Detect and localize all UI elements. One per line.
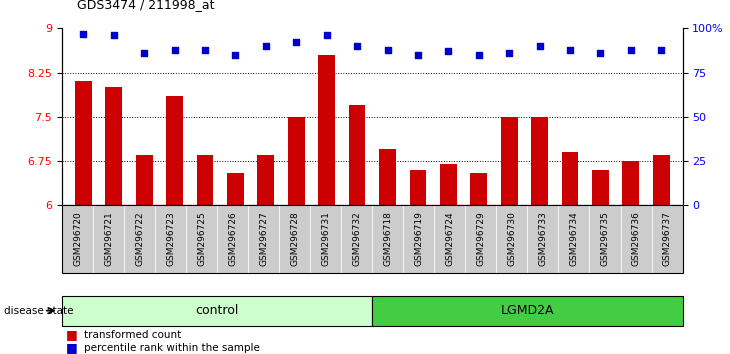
Bar [410, 170, 426, 205]
Bar [258, 155, 274, 205]
Point [199, 47, 211, 52]
Text: GSM296727: GSM296727 [259, 212, 268, 266]
Bar [227, 173, 244, 205]
Point [108, 33, 120, 38]
Point [564, 47, 576, 52]
Point [412, 52, 424, 58]
Text: ■: ■ [66, 341, 77, 354]
Text: GSM296723: GSM296723 [166, 212, 175, 266]
Bar [653, 155, 669, 205]
Text: GSM296733: GSM296733 [539, 211, 548, 267]
Text: GSM296718: GSM296718 [383, 211, 392, 267]
Bar [379, 149, 396, 205]
Point [382, 47, 393, 52]
Text: GSM296722: GSM296722 [135, 212, 144, 266]
Point [77, 31, 89, 36]
Text: control: control [196, 304, 239, 317]
Text: GDS3474 / 211998_at: GDS3474 / 211998_at [77, 0, 214, 11]
Text: GSM296735: GSM296735 [601, 211, 610, 267]
Point [534, 43, 545, 49]
Point [260, 43, 272, 49]
Text: GSM296737: GSM296737 [663, 211, 672, 267]
Bar [105, 87, 122, 205]
Text: ■: ■ [66, 328, 77, 341]
Bar [561, 152, 578, 205]
Text: GSM296721: GSM296721 [104, 212, 113, 266]
Bar [196, 155, 213, 205]
Point [625, 47, 637, 52]
Text: disease state: disease state [4, 306, 73, 316]
Point [442, 48, 454, 54]
Point [595, 50, 607, 56]
Point [230, 52, 242, 58]
Text: GSM296720: GSM296720 [73, 212, 82, 266]
Text: GSM296724: GSM296724 [445, 212, 454, 266]
Text: transformed count: transformed count [84, 330, 181, 339]
Point [139, 50, 150, 56]
Text: GSM296730: GSM296730 [507, 211, 516, 267]
Text: GSM296736: GSM296736 [631, 211, 640, 267]
Text: GSM296734: GSM296734 [569, 212, 578, 266]
Point [473, 52, 485, 58]
Text: GSM296725: GSM296725 [197, 212, 206, 266]
Text: GSM296719: GSM296719 [415, 211, 423, 267]
Text: GSM296731: GSM296731 [321, 211, 330, 267]
Bar [288, 117, 304, 205]
Point [504, 50, 515, 56]
Point [656, 47, 667, 52]
Point [169, 47, 180, 52]
Bar [592, 170, 609, 205]
Text: GSM296732: GSM296732 [353, 212, 361, 266]
Bar [349, 105, 366, 205]
Point [351, 43, 363, 49]
Bar [531, 117, 548, 205]
Bar [318, 55, 335, 205]
Text: LGMD2A: LGMD2A [501, 304, 554, 317]
Bar [166, 96, 183, 205]
Text: percentile rank within the sample: percentile rank within the sample [84, 343, 260, 353]
Text: GSM296728: GSM296728 [291, 212, 299, 266]
Bar [440, 164, 457, 205]
Bar [623, 161, 639, 205]
Bar [501, 117, 518, 205]
Bar [75, 81, 92, 205]
Bar [470, 173, 487, 205]
Bar [136, 155, 153, 205]
Point [291, 40, 302, 45]
Text: GSM296726: GSM296726 [228, 212, 237, 266]
Point [321, 33, 333, 38]
Text: GSM296729: GSM296729 [477, 212, 485, 266]
